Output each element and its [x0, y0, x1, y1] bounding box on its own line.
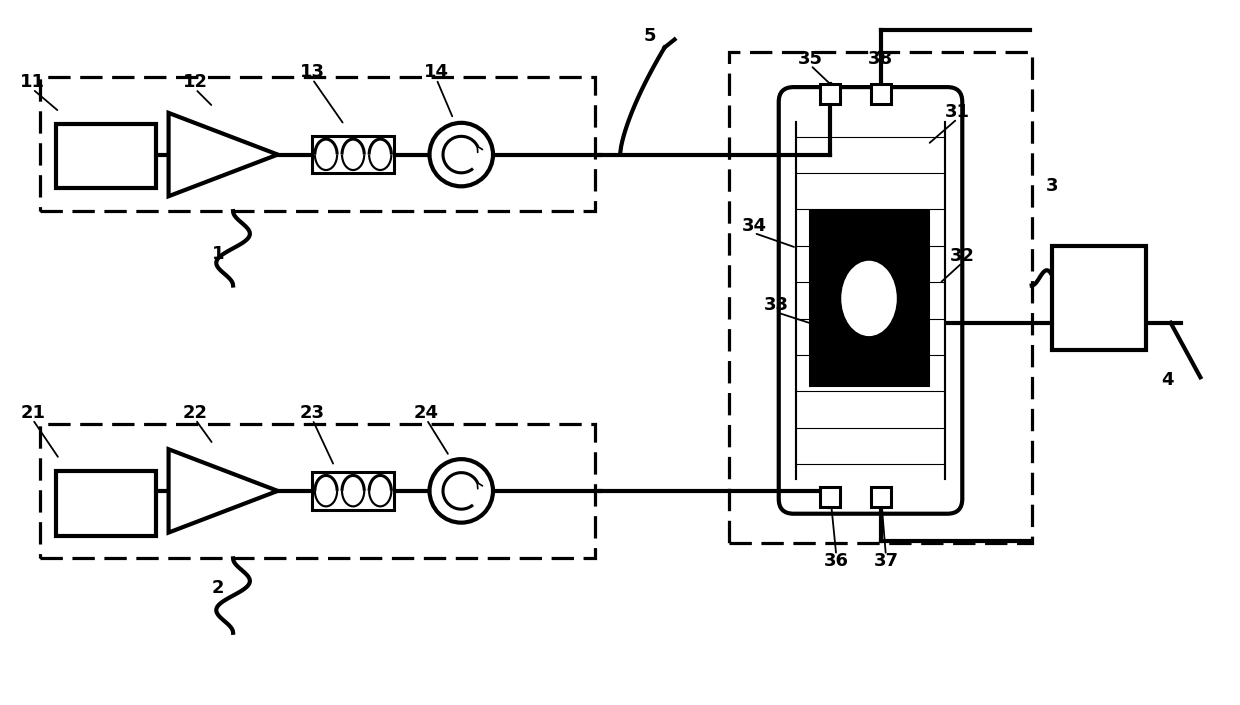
- Text: 14: 14: [424, 63, 449, 81]
- Text: 23: 23: [300, 403, 325, 422]
- Text: 22: 22: [182, 403, 208, 422]
- Polygon shape: [1052, 246, 1146, 350]
- Circle shape: [429, 459, 494, 522]
- Polygon shape: [57, 471, 156, 536]
- Polygon shape: [169, 113, 278, 196]
- Polygon shape: [870, 84, 890, 104]
- Text: 4: 4: [1162, 371, 1174, 388]
- Text: 33: 33: [764, 296, 789, 314]
- Polygon shape: [870, 487, 890, 507]
- Ellipse shape: [841, 261, 897, 336]
- Text: 38: 38: [867, 50, 893, 68]
- Text: 13: 13: [300, 63, 325, 81]
- Polygon shape: [312, 136, 394, 173]
- Text: 31: 31: [945, 103, 970, 121]
- Polygon shape: [312, 472, 394, 510]
- Polygon shape: [821, 487, 841, 507]
- Polygon shape: [811, 211, 928, 385]
- Circle shape: [429, 123, 494, 186]
- Text: 5: 5: [644, 27, 656, 44]
- Text: 3: 3: [1045, 178, 1058, 195]
- Text: 24: 24: [414, 403, 439, 422]
- Text: 36: 36: [823, 552, 849, 570]
- FancyBboxPatch shape: [779, 87, 962, 514]
- Text: 12: 12: [182, 73, 208, 91]
- Text: 2: 2: [212, 579, 224, 597]
- Text: 11: 11: [20, 73, 45, 91]
- Text: 34: 34: [742, 217, 766, 235]
- Text: 32: 32: [950, 247, 975, 265]
- Text: 35: 35: [799, 50, 823, 68]
- Polygon shape: [57, 124, 156, 188]
- Text: 37: 37: [873, 552, 899, 570]
- Polygon shape: [821, 84, 841, 104]
- Text: 1: 1: [212, 245, 224, 263]
- Text: 21: 21: [20, 403, 45, 422]
- Polygon shape: [169, 449, 278, 532]
